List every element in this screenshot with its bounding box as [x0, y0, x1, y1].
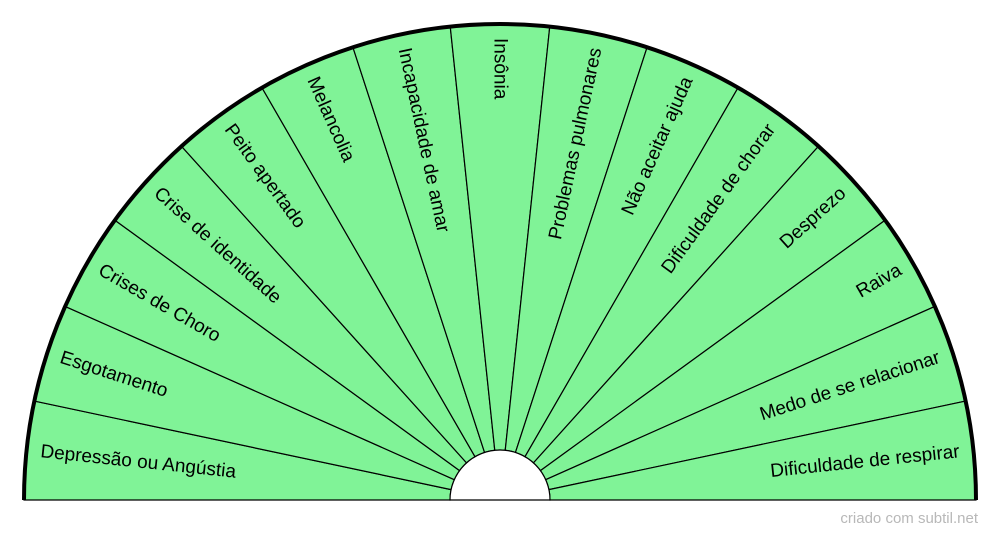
- credit-text: criado com subtil.net: [840, 510, 978, 527]
- center-hub: [449, 449, 551, 501]
- segment-label: Insônia: [490, 38, 511, 100]
- outer-rim: [22, 22, 978, 501]
